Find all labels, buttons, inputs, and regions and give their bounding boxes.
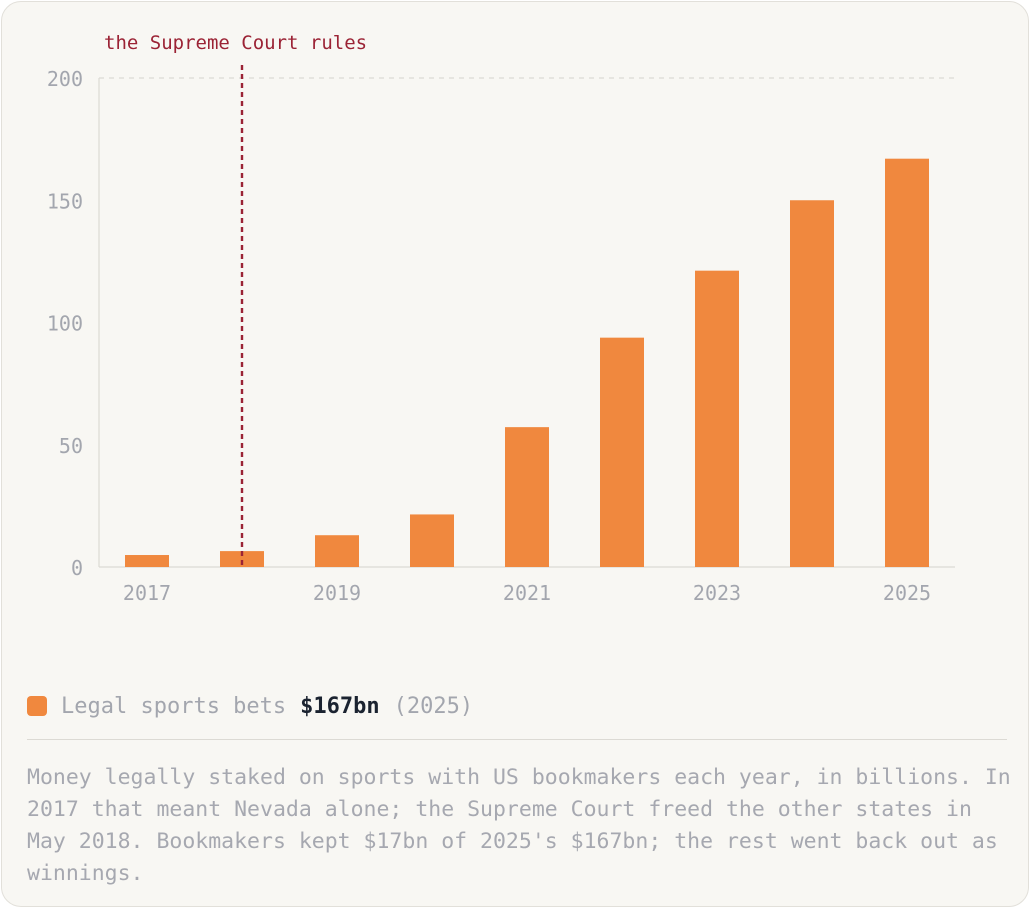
bar [695,270,739,567]
bar [220,551,264,567]
legend-swatch [27,696,47,716]
bar-chart: the Supreme Court rules 0 50 100 150 200 2017… [47,32,955,605]
legend-value: $167bn [300,693,380,719]
bar [790,200,834,567]
legend-label: Legal sports bets [61,693,287,719]
bar [410,514,454,567]
x-tick-label: 2017 [123,581,171,605]
bars-layer [125,158,929,567]
x-tick-label: 2019 [313,581,361,605]
bar [885,158,929,567]
axis-layer: 0 50 100 150 200 2017 2019 2021 2023 2025 [47,67,931,605]
x-tick-label: 2025 [883,581,931,605]
bar [505,427,549,567]
x-tick-label: 2021 [503,581,551,605]
divider [27,739,1007,740]
bar [600,337,644,567]
y-tick-label: 50 [59,434,83,458]
y-tick-label: 0 [71,556,83,580]
bar [125,555,169,567]
annotation-label: the Supreme Court rules [104,32,367,54]
bar [315,535,359,567]
y-tick-label: 100 [47,312,83,336]
x-tick-label: 2023 [693,581,741,605]
y-tick-label: 200 [47,67,83,91]
y-tick-label: 150 [47,189,83,213]
legend: Legal sports bets $167bn (2025) [27,688,473,724]
chart-caption: Money legally staked on sports with US b… [27,765,1011,886]
annotation-layer: the Supreme Court rules [104,32,367,567]
legend-year: (2025) [393,693,474,719]
